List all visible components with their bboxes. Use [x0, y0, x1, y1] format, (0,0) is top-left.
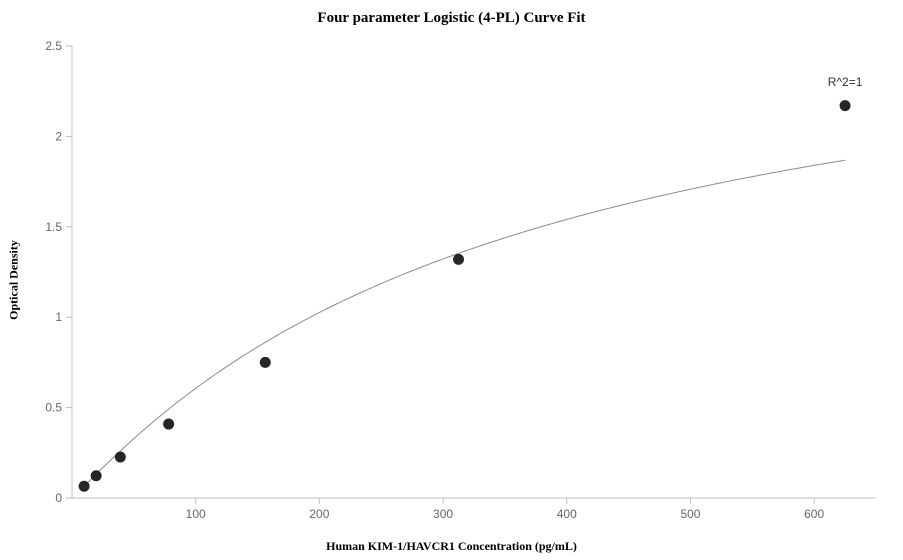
data-point [79, 481, 89, 491]
x-tick-label: 300 [433, 507, 453, 521]
data-point [164, 419, 174, 429]
y-tick-label: 2.5 [45, 39, 62, 53]
data-point [91, 471, 101, 481]
x-tick-label: 200 [309, 507, 329, 521]
data-point [260, 357, 270, 367]
x-tick-label: 100 [186, 507, 206, 521]
y-tick-label: 0.5 [45, 401, 62, 415]
fit-curve [84, 160, 845, 486]
y-tick-label: 1.5 [45, 220, 62, 234]
chart-container: Four parameter Logistic (4-PL) Curve Fit… [0, 0, 903, 560]
x-tick-label: 400 [557, 507, 577, 521]
plot-svg: 100 200 300 400 500 600 0 0.5 1 1.5 2 2.5 R^2=1 [0, 0, 903, 560]
data-point [454, 254, 464, 264]
x-tick-label: 500 [680, 507, 700, 521]
y-tick-label: 0 [55, 491, 62, 505]
x-tick-label: 600 [804, 507, 824, 521]
r-squared-annotation: R^2=1 [828, 75, 863, 89]
y-tick-label: 1 [55, 310, 62, 324]
y-tick-label: 2 [55, 129, 62, 143]
data-point [840, 101, 850, 111]
data-point [115, 452, 125, 462]
